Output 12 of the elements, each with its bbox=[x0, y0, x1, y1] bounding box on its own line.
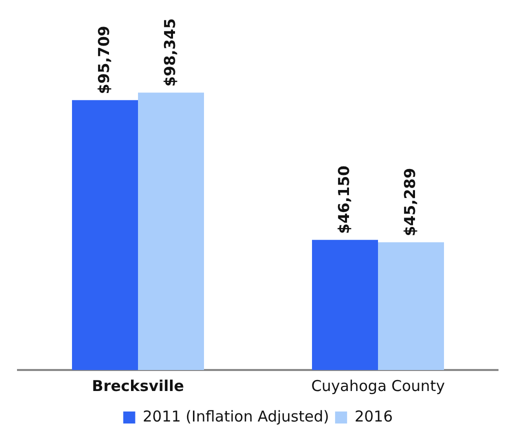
data-label: $98,345 bbox=[160, 18, 179, 87]
bar bbox=[138, 92, 204, 370]
bar bbox=[312, 240, 378, 370]
data-label: $45,289 bbox=[400, 168, 419, 236]
x-tick-label: Cuyahoga County bbox=[311, 376, 445, 395]
bar bbox=[378, 242, 444, 370]
legend-label: 2011 (Inflation Adjusted) bbox=[142, 407, 330, 426]
x-tick-label: Brecksville bbox=[92, 376, 184, 395]
data-label: $95,709 bbox=[94, 26, 113, 94]
legend-label: 2016 bbox=[354, 407, 393, 426]
data-label: $46,150 bbox=[334, 166, 353, 234]
bar bbox=[72, 100, 138, 370]
